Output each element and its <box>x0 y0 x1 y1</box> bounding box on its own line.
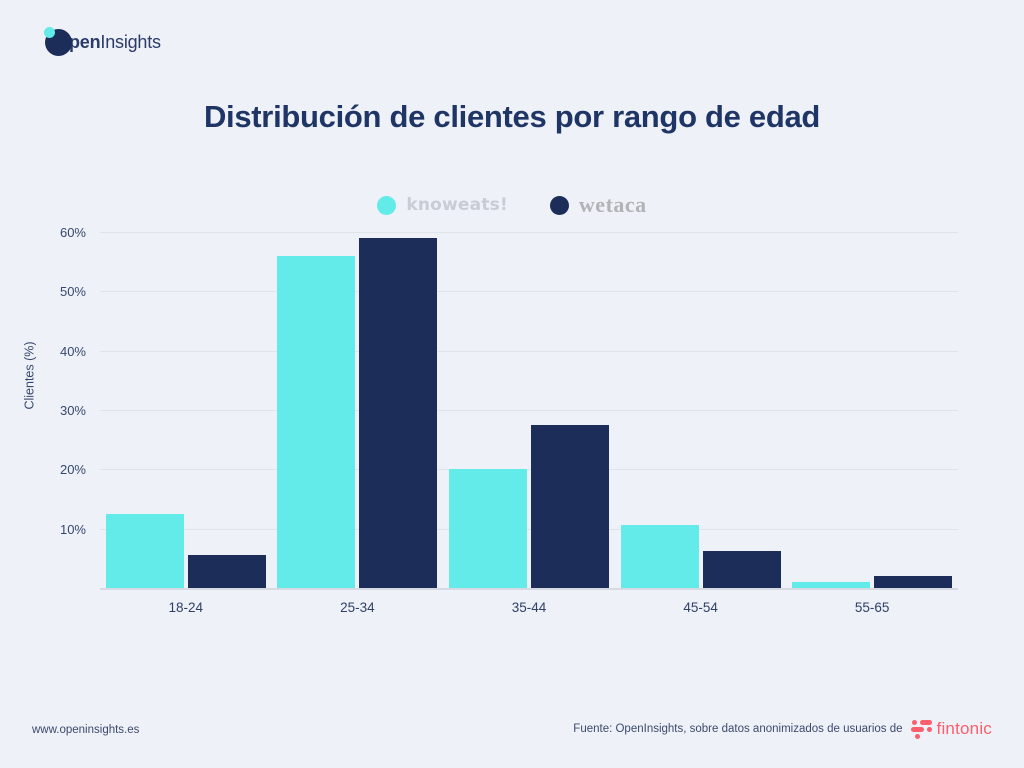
x-tick-45-54: 45-54 <box>683 600 718 615</box>
bar-wetaca-55-65 <box>874 576 953 588</box>
y-tick-30: 30% <box>59 403 86 418</box>
fintonic-wordmark: fintonic <box>936 719 992 738</box>
bar-wetaca-45-54 <box>702 551 781 588</box>
x-tick-18-24: 18-24 <box>168 600 204 615</box>
bar-knoweats-35-44 <box>448 469 527 588</box>
y-tick-10: 10% <box>59 521 86 537</box>
bar-group-18-24 <box>100 232 272 588</box>
logo-wordmark: penInsights <box>69 32 161 53</box>
logo-dot <box>44 27 55 38</box>
y-tick-20: 20% <box>59 462 86 478</box>
y-tick-50: 50% <box>59 284 86 300</box>
bar-knoweats-18-24 <box>105 513 184 588</box>
bar-knoweats-45-54 <box>620 524 699 588</box>
y-axis-title: Clientes (%) <box>22 341 37 410</box>
gridline-10 <box>100 528 958 530</box>
fintonic-icon <box>910 718 932 740</box>
fintonic-logo: fintonic <box>910 718 992 740</box>
y-tick-40: 40% <box>59 343 86 359</box>
bar-wetaca-35-44 <box>530 424 609 588</box>
footer-source-row: Fuente: OpenInsights, sobre datos anonim… <box>573 718 992 740</box>
bar-group-55-65 <box>786 232 958 588</box>
legend-label-wetaca: wetaca <box>578 192 647 217</box>
gridline-20 <box>100 469 958 471</box>
bar-knoweats-25-34 <box>277 255 356 588</box>
openinsights-logo: penInsights <box>44 27 161 56</box>
x-tick-55-65: 55-65 <box>854 600 890 615</box>
logo-wordmark-bold: pen <box>69 32 101 52</box>
gridline-60 <box>100 232 958 233</box>
legend-item-knoweats: knoweats! <box>377 195 508 215</box>
logo-wordmark-light: Insights <box>100 32 161 52</box>
openinsights-logo-icon <box>44 27 72 56</box>
bars <box>100 232 958 588</box>
bar-knoweats-55-65 <box>792 582 871 588</box>
bar-wetaca-25-34 <box>359 237 438 588</box>
gridline-50 <box>100 291 958 293</box>
knoweats-dot-icon <box>377 195 397 215</box>
wetaca-dot-icon <box>549 195 569 215</box>
x-tick-35-44: 35-44 <box>511 600 547 615</box>
bar-chart: Clientes (%) 10% 20% 30% 40% 50% 60% 18-24 25-… <box>23 225 958 615</box>
bar-group-35-44 <box>443 232 615 588</box>
bar-wetaca-18-24 <box>187 555 266 588</box>
legend: knoweats! wetaca <box>0 192 1024 218</box>
chart-title: Distribución de clientes por rango de ed… <box>203 99 821 134</box>
legend-label-knoweats: knoweats! <box>406 195 508 215</box>
bar-group-45-54 <box>615 232 787 588</box>
x-axis-labels: 18-24 25-34 35-44 45-54 55-65 <box>100 600 958 615</box>
x-tick-25-34: 25-34 <box>340 600 375 615</box>
gridline-40 <box>100 350 958 352</box>
gridline-30 <box>100 410 958 411</box>
bar-group-25-34 <box>272 232 444 588</box>
y-tick-60: 60% <box>59 225 86 240</box>
footer-url: www.openinsights.es <box>32 724 140 736</box>
legend-item-wetaca: wetaca <box>549 192 647 218</box>
footer-source-text: Fuente: OpenInsights, sobre datos anonim… <box>573 723 903 735</box>
